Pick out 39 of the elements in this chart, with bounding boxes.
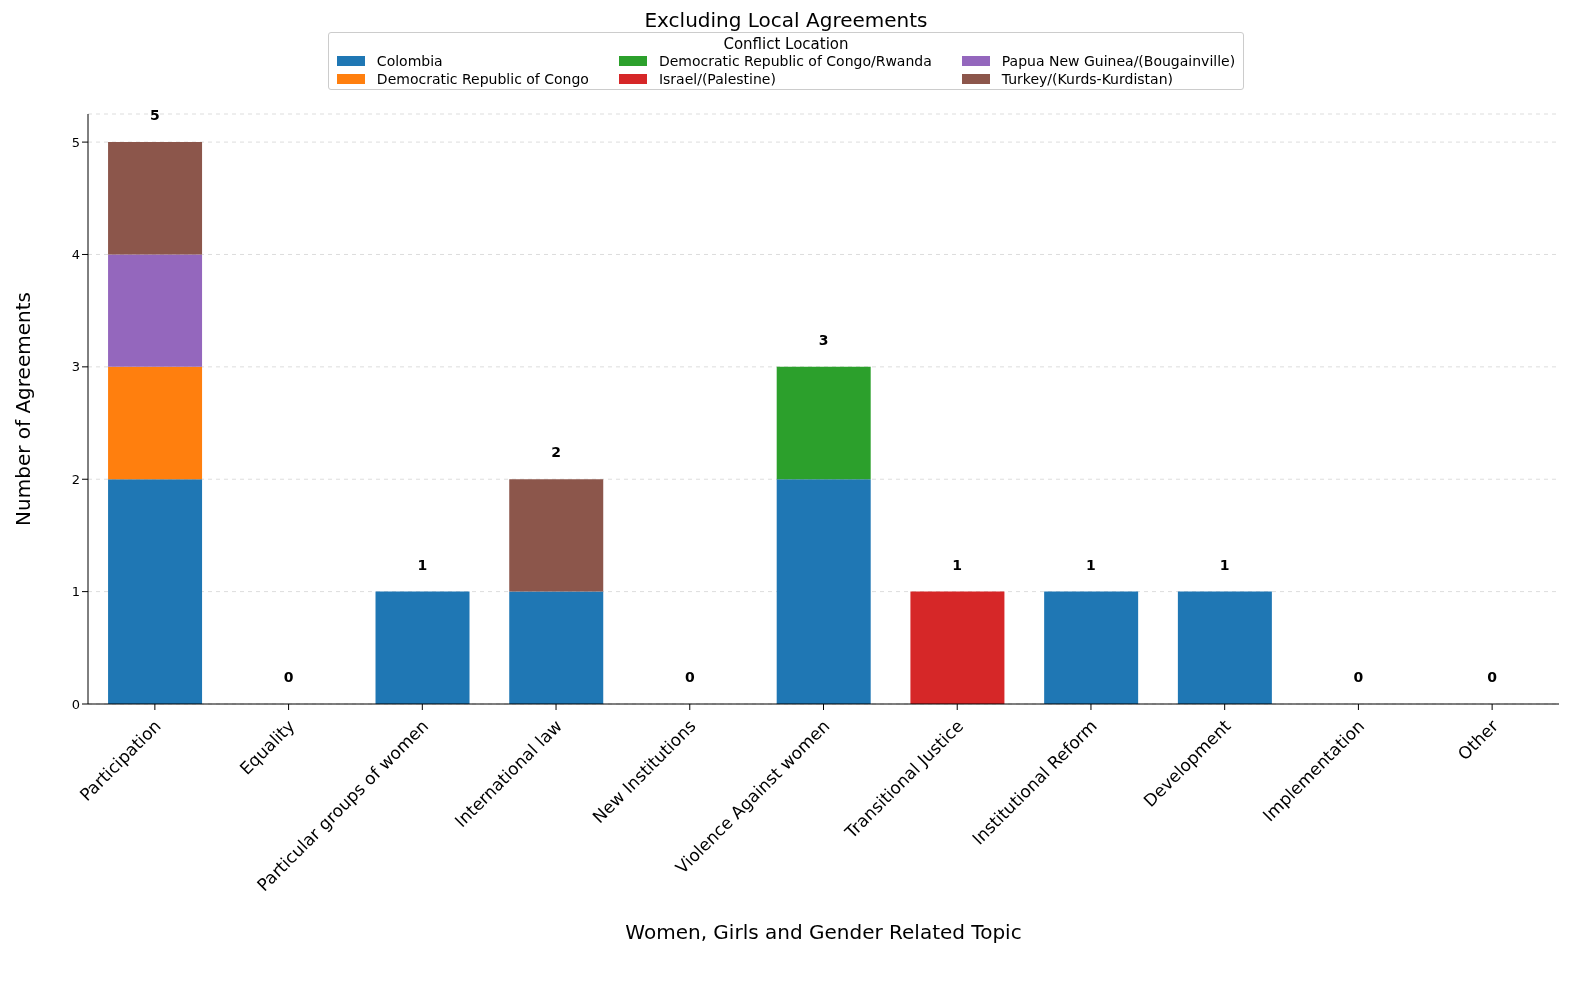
total-label: 1 [417, 556, 428, 573]
y-axis-title: Number of Agreements [11, 292, 36, 526]
bar [375, 591, 470, 704]
total-label: 2 [551, 444, 561, 461]
y-tick-label: 3 [71, 359, 80, 375]
legend-label: Turkey/(Kurds-Kurdistan) [1001, 71, 1173, 87]
bar [108, 366, 203, 480]
bar [910, 591, 1005, 704]
total-label: 0 [1487, 669, 1498, 685]
bar [509, 479, 604, 592]
bar [108, 142, 203, 255]
total-label: 3 [818, 331, 829, 348]
bar [108, 254, 203, 367]
chart-title: Excluding Local Agreements [643, 8, 929, 32]
legend-label: Papua New Guinea/(Bougainville) [1001, 53, 1236, 69]
legend-label: Israel/(Palestine) [658, 71, 776, 87]
x-axis-title: Women, Girls and Gender Related Topic [625, 920, 1022, 944]
legend-label: Colombia [376, 53, 443, 69]
legend-label: Democratic Republic of Congo [376, 71, 589, 87]
y-tick-label: 1 [71, 584, 80, 600]
y-tick-label: 0 [71, 696, 80, 712]
y-tick-label: 2 [71, 471, 80, 487]
y-tick-label: 4 [71, 247, 80, 263]
total-label: 1 [1086, 556, 1096, 573]
bar [776, 366, 871, 480]
y-tick-label: 5 [71, 134, 80, 150]
total-label: 0 [684, 669, 695, 685]
bar [108, 479, 203, 704]
bar [776, 479, 871, 704]
legend-label: Democratic Republic of Congo/Rwanda [658, 53, 932, 69]
total-label: 5 [149, 107, 160, 124]
total-label: 1 [1219, 556, 1230, 573]
bar [1044, 591, 1139, 704]
bar [509, 591, 604, 704]
total-label: 0 [1353, 669, 1364, 685]
total-label: 1 [952, 556, 963, 573]
bar [1177, 591, 1272, 704]
legend-title: Conflict Location [722, 35, 850, 53]
total-label: 0 [283, 669, 294, 685]
